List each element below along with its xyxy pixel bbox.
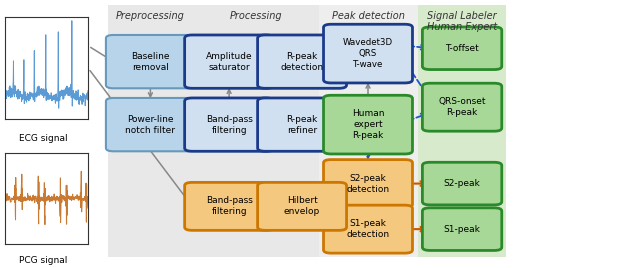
FancyBboxPatch shape	[323, 205, 412, 253]
Text: Preprocessing: Preprocessing	[116, 11, 185, 21]
Text: T-offset: T-offset	[445, 44, 479, 53]
Text: Peak detection: Peak detection	[332, 11, 404, 21]
Text: S1-peak
detection: S1-peak detection	[346, 219, 390, 239]
Bar	[418, 5, 506, 257]
Text: Wavedet3D
QRS
T-wave: Wavedet3D QRS T-wave	[343, 38, 393, 69]
FancyBboxPatch shape	[422, 208, 502, 250]
Text: Amplitude
saturator: Amplitude saturator	[206, 51, 252, 72]
Bar	[108, 5, 194, 257]
FancyBboxPatch shape	[323, 95, 412, 154]
FancyBboxPatch shape	[422, 83, 502, 131]
FancyBboxPatch shape	[323, 160, 412, 207]
Text: Power-line
notch filter: Power-line notch filter	[125, 115, 175, 135]
FancyBboxPatch shape	[257, 182, 347, 230]
Text: Band-pass
filtering: Band-pass filtering	[205, 196, 253, 217]
Text: R-peak
refiner: R-peak refiner	[287, 115, 317, 135]
Bar	[194, 5, 319, 257]
FancyBboxPatch shape	[106, 98, 195, 151]
FancyBboxPatch shape	[257, 98, 347, 151]
Text: Baseline
removal: Baseline removal	[131, 51, 170, 72]
Text: S2-peak: S2-peak	[444, 179, 481, 188]
Text: Hilbert
envelop: Hilbert envelop	[284, 196, 320, 217]
Text: QRS-onset
R-peak: QRS-onset R-peak	[438, 97, 486, 117]
Text: Signal Labeler
Human Expert: Signal Labeler Human Expert	[427, 11, 497, 32]
Text: S1-peak: S1-peak	[444, 225, 481, 234]
FancyBboxPatch shape	[106, 35, 195, 88]
Text: ECG signal: ECG signal	[19, 134, 68, 143]
FancyBboxPatch shape	[422, 27, 502, 70]
FancyBboxPatch shape	[184, 98, 274, 151]
Text: Human
expert
R-peak: Human expert R-peak	[352, 109, 384, 140]
FancyBboxPatch shape	[422, 162, 502, 205]
FancyBboxPatch shape	[257, 35, 347, 88]
FancyBboxPatch shape	[323, 24, 412, 83]
Text: Band-pass
filtering: Band-pass filtering	[205, 115, 253, 135]
Text: R-peak
detection: R-peak detection	[280, 51, 324, 72]
Text: Processing: Processing	[230, 11, 282, 21]
FancyBboxPatch shape	[184, 182, 274, 230]
FancyBboxPatch shape	[184, 35, 274, 88]
Text: PCG signal: PCG signal	[19, 256, 68, 265]
Text: S2-peak
detection: S2-peak detection	[346, 174, 390, 193]
Bar	[319, 5, 418, 257]
